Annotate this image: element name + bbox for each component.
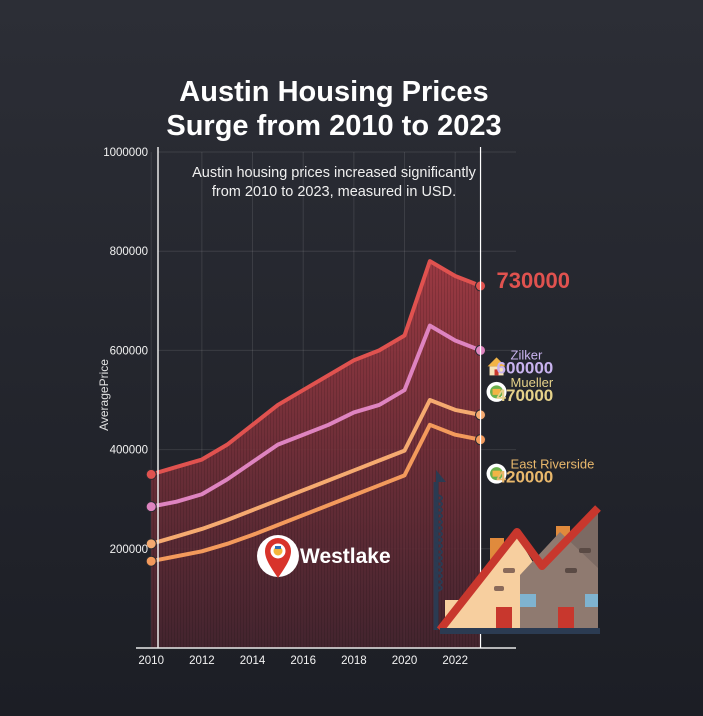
house-icon xyxy=(487,357,506,376)
neighborhood-badge-icon xyxy=(486,463,507,484)
chart-title-line-2: Surge from 2010 to 2023 xyxy=(166,110,501,142)
series-name-label: Mueller xyxy=(511,375,554,390)
chart-subtitle-line-1: Austin housing prices increased signific… xyxy=(192,165,476,181)
y-tick-label: 800000 xyxy=(110,246,148,258)
y-tick-label: 400000 xyxy=(110,445,148,457)
axes xyxy=(136,147,516,649)
annotation-westlake: Westlake xyxy=(300,545,391,568)
series-value-label: 600000 xyxy=(497,358,554,377)
x-tick-label: 2012 xyxy=(189,655,215,667)
x-tick-label: 2020 xyxy=(392,655,418,667)
series-line-1 xyxy=(149,323,483,509)
y-tick-label: 600000 xyxy=(110,345,148,357)
series-line-3 xyxy=(149,422,483,564)
x-tick-label: 2018 xyxy=(341,655,367,667)
chart-subtitle-line-2: from 2010 to 2023, measured in USD. xyxy=(212,184,456,200)
house-illustration xyxy=(433,470,601,634)
x-tick-label: 2016 xyxy=(290,655,316,667)
series-name-label: Zilker xyxy=(511,347,543,362)
series-value-label: 420000 xyxy=(497,468,554,487)
map-pin-icon xyxy=(257,535,299,578)
series-value-label: 470000 xyxy=(497,386,554,405)
area-texture xyxy=(151,261,481,648)
tick-labels: 200000 400000 600000 800000 1000000 2010 2012 2… xyxy=(103,147,468,667)
neighborhood-badge-icon xyxy=(486,381,507,402)
chart-title-line-1: Austin Housing Prices xyxy=(179,76,488,108)
y-tick-label: 200000 xyxy=(110,544,148,556)
area-layer xyxy=(151,261,481,648)
x-tick-label: 2010 xyxy=(138,655,164,667)
series-line-0 xyxy=(149,259,483,477)
y-axis-label: AveragePrice xyxy=(97,359,111,431)
y-tick-label: 1000000 xyxy=(103,147,148,159)
series-name-label: East Riverside xyxy=(511,457,595,472)
series-line-2 xyxy=(149,398,483,546)
x-tick-label: 2014 xyxy=(240,655,266,667)
series-point xyxy=(145,555,157,567)
series-point xyxy=(145,538,157,550)
series-lines xyxy=(149,259,483,564)
series-point xyxy=(145,468,157,480)
series-value-label: 730000 xyxy=(497,268,570,293)
series-point xyxy=(145,501,157,513)
westlake-annotation: Westlake xyxy=(257,535,391,578)
x-tick-label: 2022 xyxy=(442,655,468,667)
